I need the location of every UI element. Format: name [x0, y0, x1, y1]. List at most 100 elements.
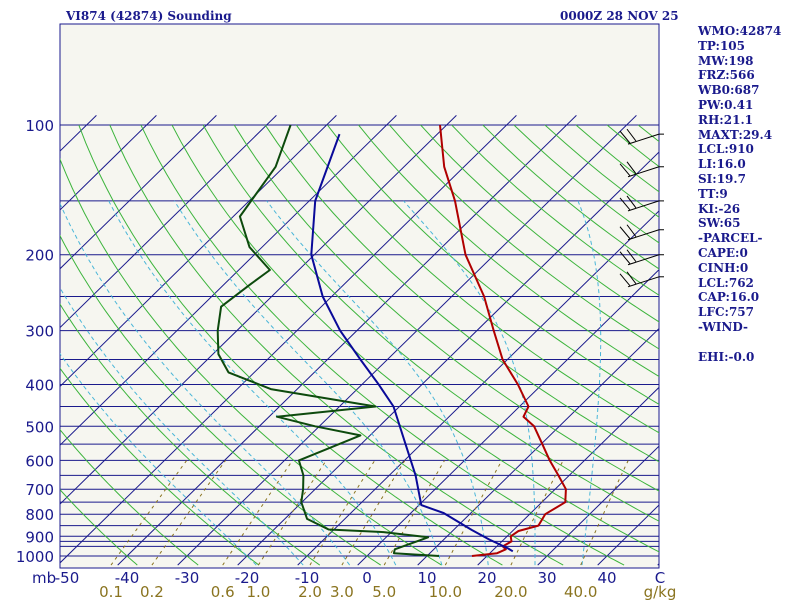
index-item: CINH:0: [698, 260, 749, 275]
dry-adiabat: [60, 428, 199, 566]
temperature-tick-label: 20: [477, 569, 496, 587]
temperature-tick-label: -50: [55, 569, 80, 587]
isotherm: [297, 210, 659, 566]
isotherm: [60, 115, 337, 388]
index-item: SI:19.7: [698, 171, 746, 186]
moist-adiabat: [173, 200, 443, 566]
pressure-tick-label: 900: [25, 528, 54, 546]
dry-adiabat: [202, 124, 659, 522]
mixing-ratio-line: [580, 460, 629, 566]
wind-barb-flag: [619, 273, 631, 287]
pressure-tick-label: 400: [25, 376, 54, 394]
wind-barb-staff: [627, 133, 660, 145]
pressure-tick-label: 600: [25, 452, 54, 470]
mixing-ratio-label: 10.0: [429, 583, 462, 600]
wind-barb-flag: [619, 251, 631, 265]
wind-barbs: [619, 128, 664, 288]
dry-adiabat: [60, 367, 260, 566]
index-item: RH:21.1: [698, 112, 753, 127]
dry-adiabat: [78, 124, 503, 566]
index-item: WMO:42874: [698, 24, 782, 38]
index-item: WB0:687: [698, 83, 760, 98]
moist-adiabat: [60, 202, 351, 566]
index-item: SW:65: [698, 216, 741, 231]
dry-adiabat: [327, 124, 659, 405]
moist-adiabat: [577, 200, 602, 566]
mixing-ratio-line: [383, 460, 446, 566]
pressure-tick-label: 500: [25, 418, 54, 436]
index-item: LFC:757: [698, 305, 754, 320]
dry-adiabat: [233, 124, 659, 492]
temperature-unit-label: C: [655, 569, 665, 587]
dry-adiabat: [295, 124, 659, 434]
index-item: MW:198: [698, 53, 754, 68]
mixing-ratio-label: 20.0: [494, 583, 527, 600]
isotherm: [60, 115, 217, 270]
temperature-tick-label: 10: [417, 569, 436, 587]
mixing-ratio-unit-label: g/kg: [644, 583, 677, 600]
moist-adiabat: [60, 352, 257, 566]
mixing-ratio-line: [151, 460, 226, 566]
wind-barb: [619, 224, 664, 241]
pressure-tick-label: 300: [25, 323, 54, 341]
wind-barb-staff: [627, 166, 660, 178]
wind-barb: [619, 161, 664, 178]
index-item: LI:16.0: [698, 157, 746, 172]
parcel-line: [310, 133, 514, 553]
index-item: FRZ:566: [698, 68, 755, 83]
dry-adiabat: [140, 124, 625, 566]
profiles: [216, 124, 567, 557]
mixing-ratio-label: 0.1: [99, 583, 123, 600]
index-item: PW:0.41: [698, 97, 754, 112]
index-item: LCL:910: [698, 142, 754, 157]
isotherm: [537, 445, 659, 566]
index-item: [698, 335, 781, 350]
mixing-ratio-line: [222, 460, 293, 566]
indices-panel: WMO:42874 TP:105 MW:198 FRZ:566 WB0:687 PW:0.…: [698, 24, 781, 364]
pressure-tick-label: 100: [25, 117, 54, 135]
wind-barb-staff: [627, 200, 660, 212]
index-item: CAPE:0: [698, 245, 748, 260]
pressure-tick-label: 200: [25, 247, 54, 265]
isotherm: [237, 151, 659, 566]
index-item: MAXT:29.4: [698, 127, 773, 142]
isotherm: [60, 115, 517, 564]
wind-barb-flag: [626, 128, 637, 142]
wind-barb-flag: [619, 197, 631, 211]
mixing-ratio-line: [510, 460, 564, 566]
mixing-ratio-label: 0.2: [140, 583, 164, 600]
pressure-tick-label: 700: [25, 481, 54, 499]
isotherm: [357, 269, 659, 566]
mixing-ratio-line: [309, 460, 376, 566]
wind-barb-flag: [626, 249, 637, 263]
temperature-tick-label: -20: [235, 569, 260, 587]
index-item: LCL:762: [698, 275, 754, 290]
temperature-tick-label: 30: [537, 569, 556, 587]
dewpoint-line: [216, 124, 440, 557]
dry-adiabat: [358, 124, 659, 377]
pressure-tick-label: 800: [25, 506, 54, 524]
mixing-ratio-label: 40.0: [564, 583, 597, 600]
moist-adiabat: [60, 286, 304, 566]
dry-adiabat: [60, 234, 381, 566]
wind-barb-flag: [626, 195, 637, 209]
isotherm: [60, 115, 157, 211]
isotherm: [60, 115, 277, 329]
index-item: -WIND-: [698, 319, 748, 334]
mixing-ratio-label: 0.6: [211, 583, 235, 600]
dry-adiabat: [171, 124, 659, 553]
temperature-tick-label: 40: [597, 569, 616, 587]
index-item: CAP:16.0: [698, 290, 760, 305]
wind-barb-flag: [619, 163, 631, 177]
isotherm: [60, 115, 457, 505]
mixing-ratio-label: 5.0: [372, 583, 396, 600]
moist-adiabat: [108, 200, 397, 566]
temperature-tick-label: -10: [295, 569, 320, 587]
valid-time: 0000Z 28 NOV 25: [560, 9, 679, 23]
wind-barb-flag: [619, 226, 631, 240]
index-item: TP:105: [698, 38, 746, 53]
dry-adiabat: [389, 124, 659, 350]
mixing-ratio-label: 1.0: [246, 583, 270, 600]
temperature-tick-label: -40: [115, 569, 140, 587]
